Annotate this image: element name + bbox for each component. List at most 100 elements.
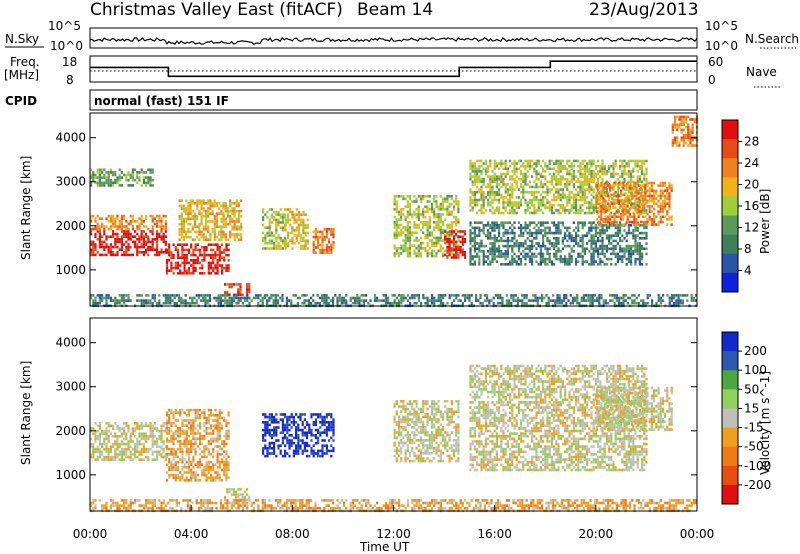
heatmap-cell — [127, 245, 130, 249]
heatmap-cell — [506, 190, 509, 194]
heatmap-cell — [594, 231, 597, 235]
heatmap-cell — [295, 221, 298, 224]
heatmap-cell — [307, 299, 310, 302]
heatmap-cell — [691, 131, 694, 134]
heatmap-cell — [275, 236, 278, 240]
heatmap-cell — [605, 172, 608, 176]
heatmap-cell — [114, 453, 117, 456]
heatmap-cell — [592, 237, 595, 240]
heatmap-cell — [600, 194, 603, 198]
heatmap-cell — [566, 188, 569, 191]
heatmap-cell — [608, 226, 611, 230]
heatmap-cell — [528, 255, 531, 258]
heatmap-cell — [433, 228, 436, 232]
heatmap-cell — [116, 178, 119, 182]
heatmap-cell — [354, 301, 357, 305]
heatmap-cell — [393, 301, 396, 305]
heatmap-cell — [613, 294, 616, 297]
heatmap-cell — [227, 248, 230, 252]
heatmap-cell — [555, 226, 558, 230]
heatmap-cell — [131, 253, 134, 257]
heatmap-cell — [619, 247, 622, 250]
heatmap-cell — [502, 201, 505, 204]
heatmap-cell — [637, 205, 640, 208]
heatmap-cell — [94, 253, 97, 257]
heatmap-cell — [393, 299, 396, 302]
heatmap-cell — [160, 225, 163, 228]
heatmap-cell — [439, 205, 442, 208]
heatmap-cell — [446, 245, 449, 249]
heatmap-cell — [550, 242, 553, 245]
heatmap-cell — [190, 259, 193, 262]
heatmap-cell — [471, 237, 474, 240]
heatmap-cell — [621, 170, 624, 173]
heatmap-cell — [617, 186, 620, 190]
heatmap-cell — [618, 296, 621, 300]
heatmap-cell — [638, 244, 641, 248]
heatmap-cell — [330, 248, 333, 252]
heatmap-cell — [499, 294, 502, 297]
heatmap-cell — [568, 164, 571, 168]
heatmap-cell — [332, 296, 335, 300]
heatmap-cell — [592, 180, 595, 184]
heatmap-cell — [217, 296, 220, 300]
heatmap-cell — [641, 170, 644, 173]
date-label: 23/Aug/2013 — [589, 0, 699, 20]
heatmap-cell — [90, 455, 93, 459]
heatmap-cell — [96, 222, 99, 226]
heatmap-cell — [277, 218, 280, 222]
heatmap-cell — [476, 234, 479, 237]
heatmap-cell — [198, 222, 201, 226]
heatmap-cell — [531, 175, 534, 178]
heatmap-cell — [642, 199, 645, 203]
heatmap-cell — [577, 159, 580, 163]
heatmap-cell — [422, 195, 425, 198]
heatmap-cell — [575, 196, 578, 199]
heatmap-cell — [448, 253, 451, 257]
heatmap-cell — [404, 218, 407, 221]
heatmap-cell — [402, 195, 405, 198]
heatmap-cell — [123, 296, 126, 300]
heatmap-cell — [296, 296, 299, 300]
heatmap-cell — [489, 190, 492, 194]
heatmap-cell — [504, 185, 507, 189]
heatmap-cell — [537, 209, 540, 212]
heatmap-cell — [517, 188, 520, 191]
heatmap-cell — [631, 189, 634, 193]
heatmap-cell — [291, 231, 294, 235]
heatmap-cell — [214, 243, 217, 246]
heatmap-cell — [609, 189, 612, 193]
heatmap-cell — [520, 242, 523, 245]
heatmap-cell — [506, 193, 509, 197]
heatmap-cell — [444, 218, 447, 221]
heatmap-cell — [422, 247, 425, 250]
heatmap-cell — [125, 424, 128, 428]
heatmap-cell — [511, 263, 514, 266]
heatmap-cell — [289, 223, 292, 227]
heatmap-cell — [579, 190, 582, 194]
heatmap-cell — [575, 201, 578, 204]
heatmap-cell — [105, 253, 108, 257]
heatmap-cell — [610, 164, 613, 168]
heatmap-cell — [513, 237, 516, 240]
heatmap-cell — [586, 247, 589, 250]
heatmap-cell — [336, 296, 339, 300]
heatmap-cell — [134, 168, 137, 172]
heatmap-cell — [502, 244, 505, 248]
heatmap-cell — [526, 203, 529, 207]
heatmap-cell — [491, 226, 494, 230]
heatmap-cell — [237, 293, 240, 297]
heatmap-cell — [457, 208, 460, 211]
heatmap-cell — [646, 218, 649, 221]
heatmap-cell — [531, 198, 534, 202]
heatmap-cell — [441, 200, 445, 203]
heatmap-cell — [484, 260, 487, 263]
heatmap-cell — [572, 175, 575, 178]
heatmap-cell — [568, 159, 571, 163]
heatmap-cell — [487, 198, 490, 202]
heatmap-cell — [145, 184, 148, 187]
heatmap-cell — [120, 296, 123, 300]
heatmap-cell — [473, 183, 476, 186]
heatmap-cell — [305, 294, 308, 297]
